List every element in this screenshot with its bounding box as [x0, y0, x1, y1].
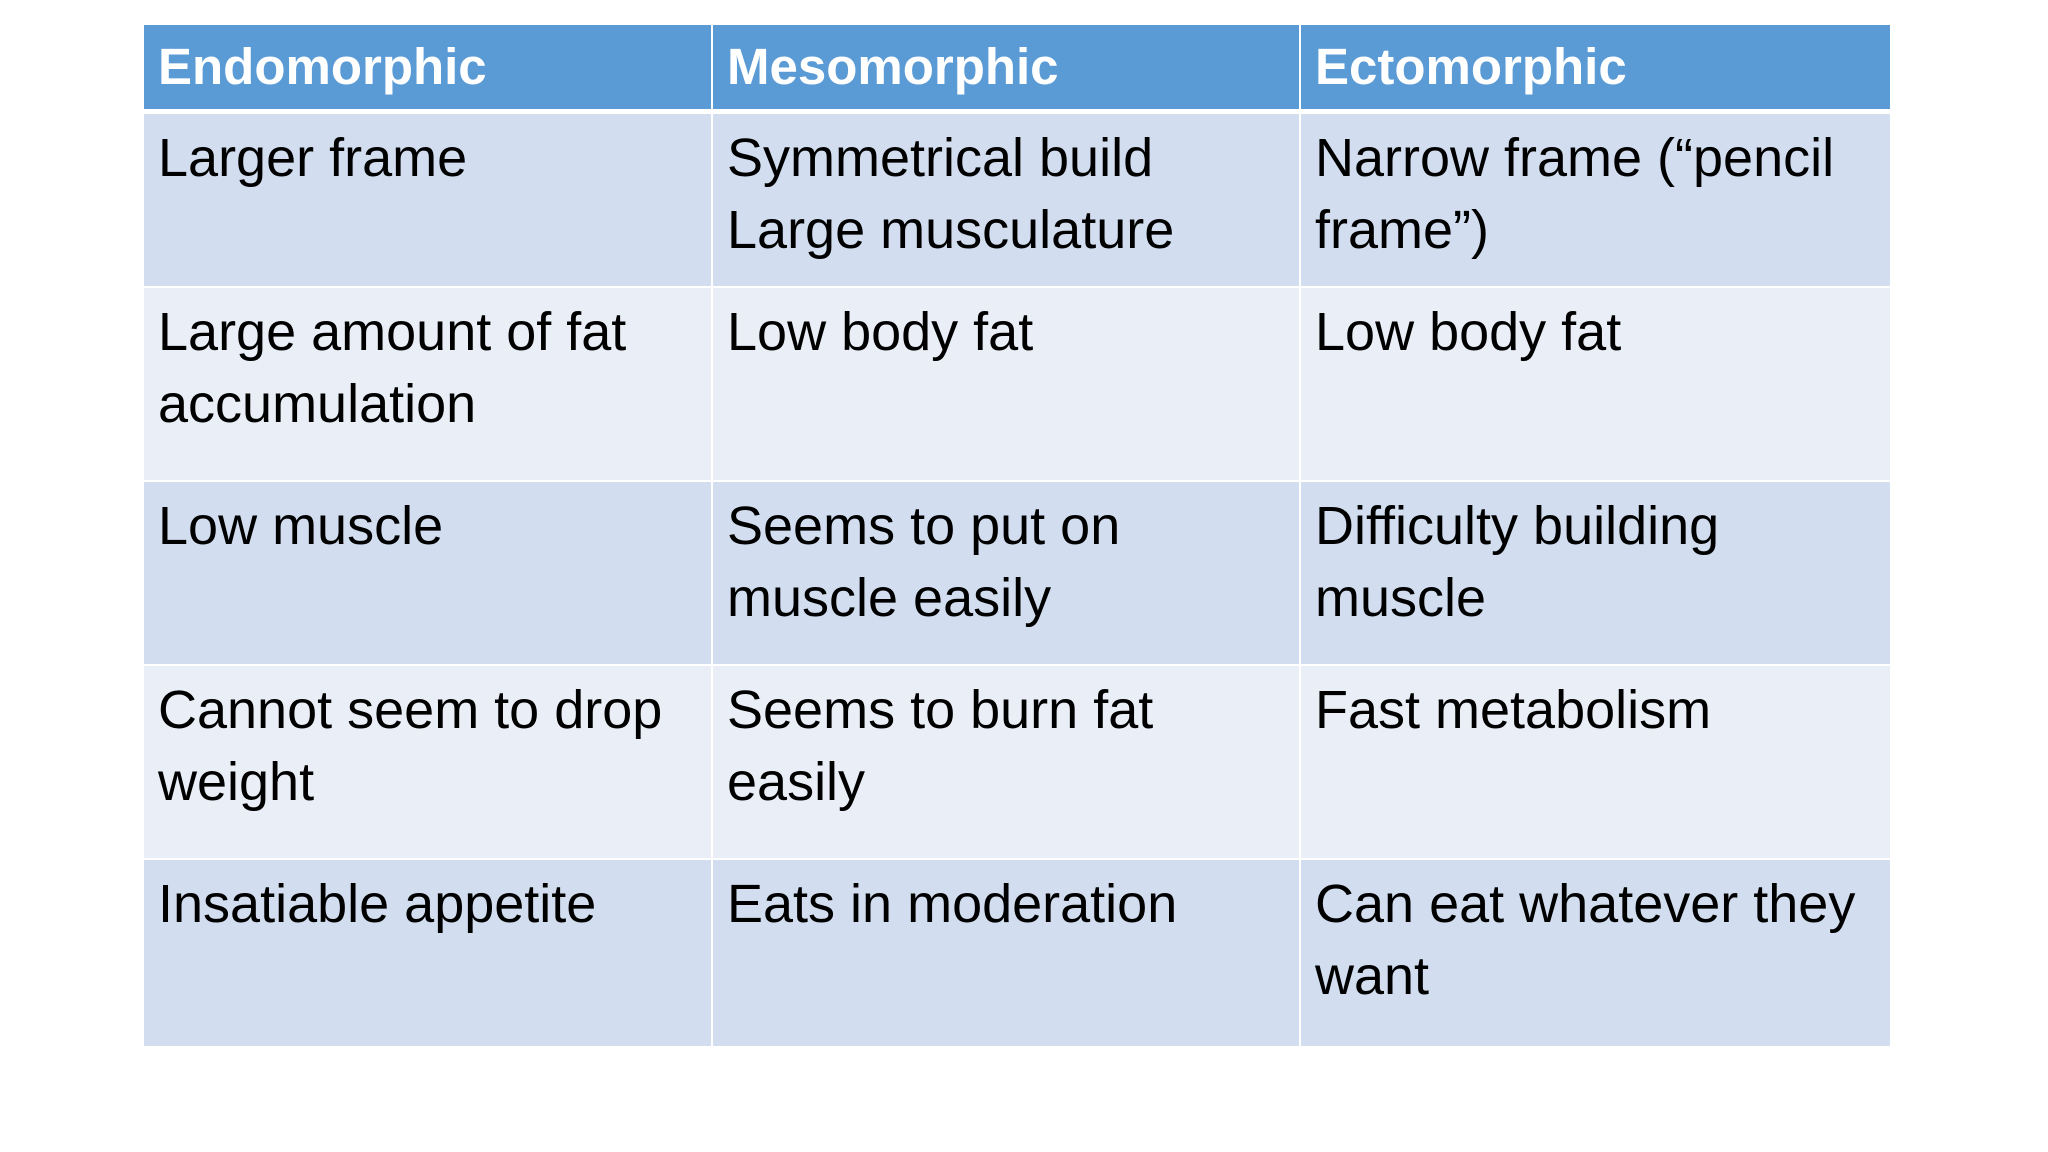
cell-mesomorphic: Symmetrical build Large musculature — [712, 111, 1301, 288]
cell-line: Large musculature — [727, 200, 1175, 260]
cell-endomorphic: Low muscle — [144, 481, 713, 666]
cell-mesomorphic: Low body fat — [712, 287, 1301, 482]
table-header: Endomorphic Mesomorphic Ectomorphic — [144, 25, 1890, 114]
cell-mesomorphic: Eats in moderation — [712, 859, 1301, 1048]
cell-endomorphic: Insatiable appetite — [144, 859, 713, 1048]
header-row: Endomorphic Mesomorphic Ectomorphic — [144, 25, 1890, 114]
cell-endomorphic: Larger frame — [144, 111, 713, 288]
cell-ectomorphic: Low body fat — [1300, 287, 1890, 482]
table-row: Low muscle Seems to put on muscle easily… — [144, 481, 1890, 666]
cell-ectomorphic: Fast metabolism — [1300, 665, 1890, 860]
table-row: Insatiable appetite Eats in moderation C… — [144, 859, 1890, 1048]
cell-mesomorphic: Seems to put on muscle easily — [712, 481, 1301, 666]
table-row: Larger frame Symmetrical build Large mus… — [144, 111, 1890, 288]
cell-ectomorphic: Can eat whatever they want — [1300, 859, 1890, 1048]
cell-endomorphic: Cannot seem to drop weight — [144, 665, 713, 860]
header-endomorphic: Endomorphic — [144, 25, 713, 114]
cell-line: Symmetrical build — [727, 128, 1154, 188]
header-ectomorphic: Ectomorphic — [1300, 25, 1890, 114]
table-row: Cannot seem to drop weight Seems to burn… — [144, 665, 1890, 860]
table-body: Larger frame Symmetrical build Large mus… — [144, 111, 1890, 1048]
cell-ectomorphic: Difficulty building muscle — [1300, 481, 1890, 666]
cell-mesomorphic: Seems to burn fat easily — [712, 665, 1301, 860]
cell-ectomorphic: Narrow frame (“pencil frame”) — [1300, 111, 1890, 288]
cell-endomorphic: Large amount of fat accumulation — [144, 287, 713, 482]
body-type-table: Endomorphic Mesomorphic Ectomorphic Larg… — [144, 25, 1890, 1048]
table-row: Large amount of fat accumulation Low bod… — [144, 287, 1890, 482]
header-mesomorphic: Mesomorphic — [712, 25, 1301, 114]
